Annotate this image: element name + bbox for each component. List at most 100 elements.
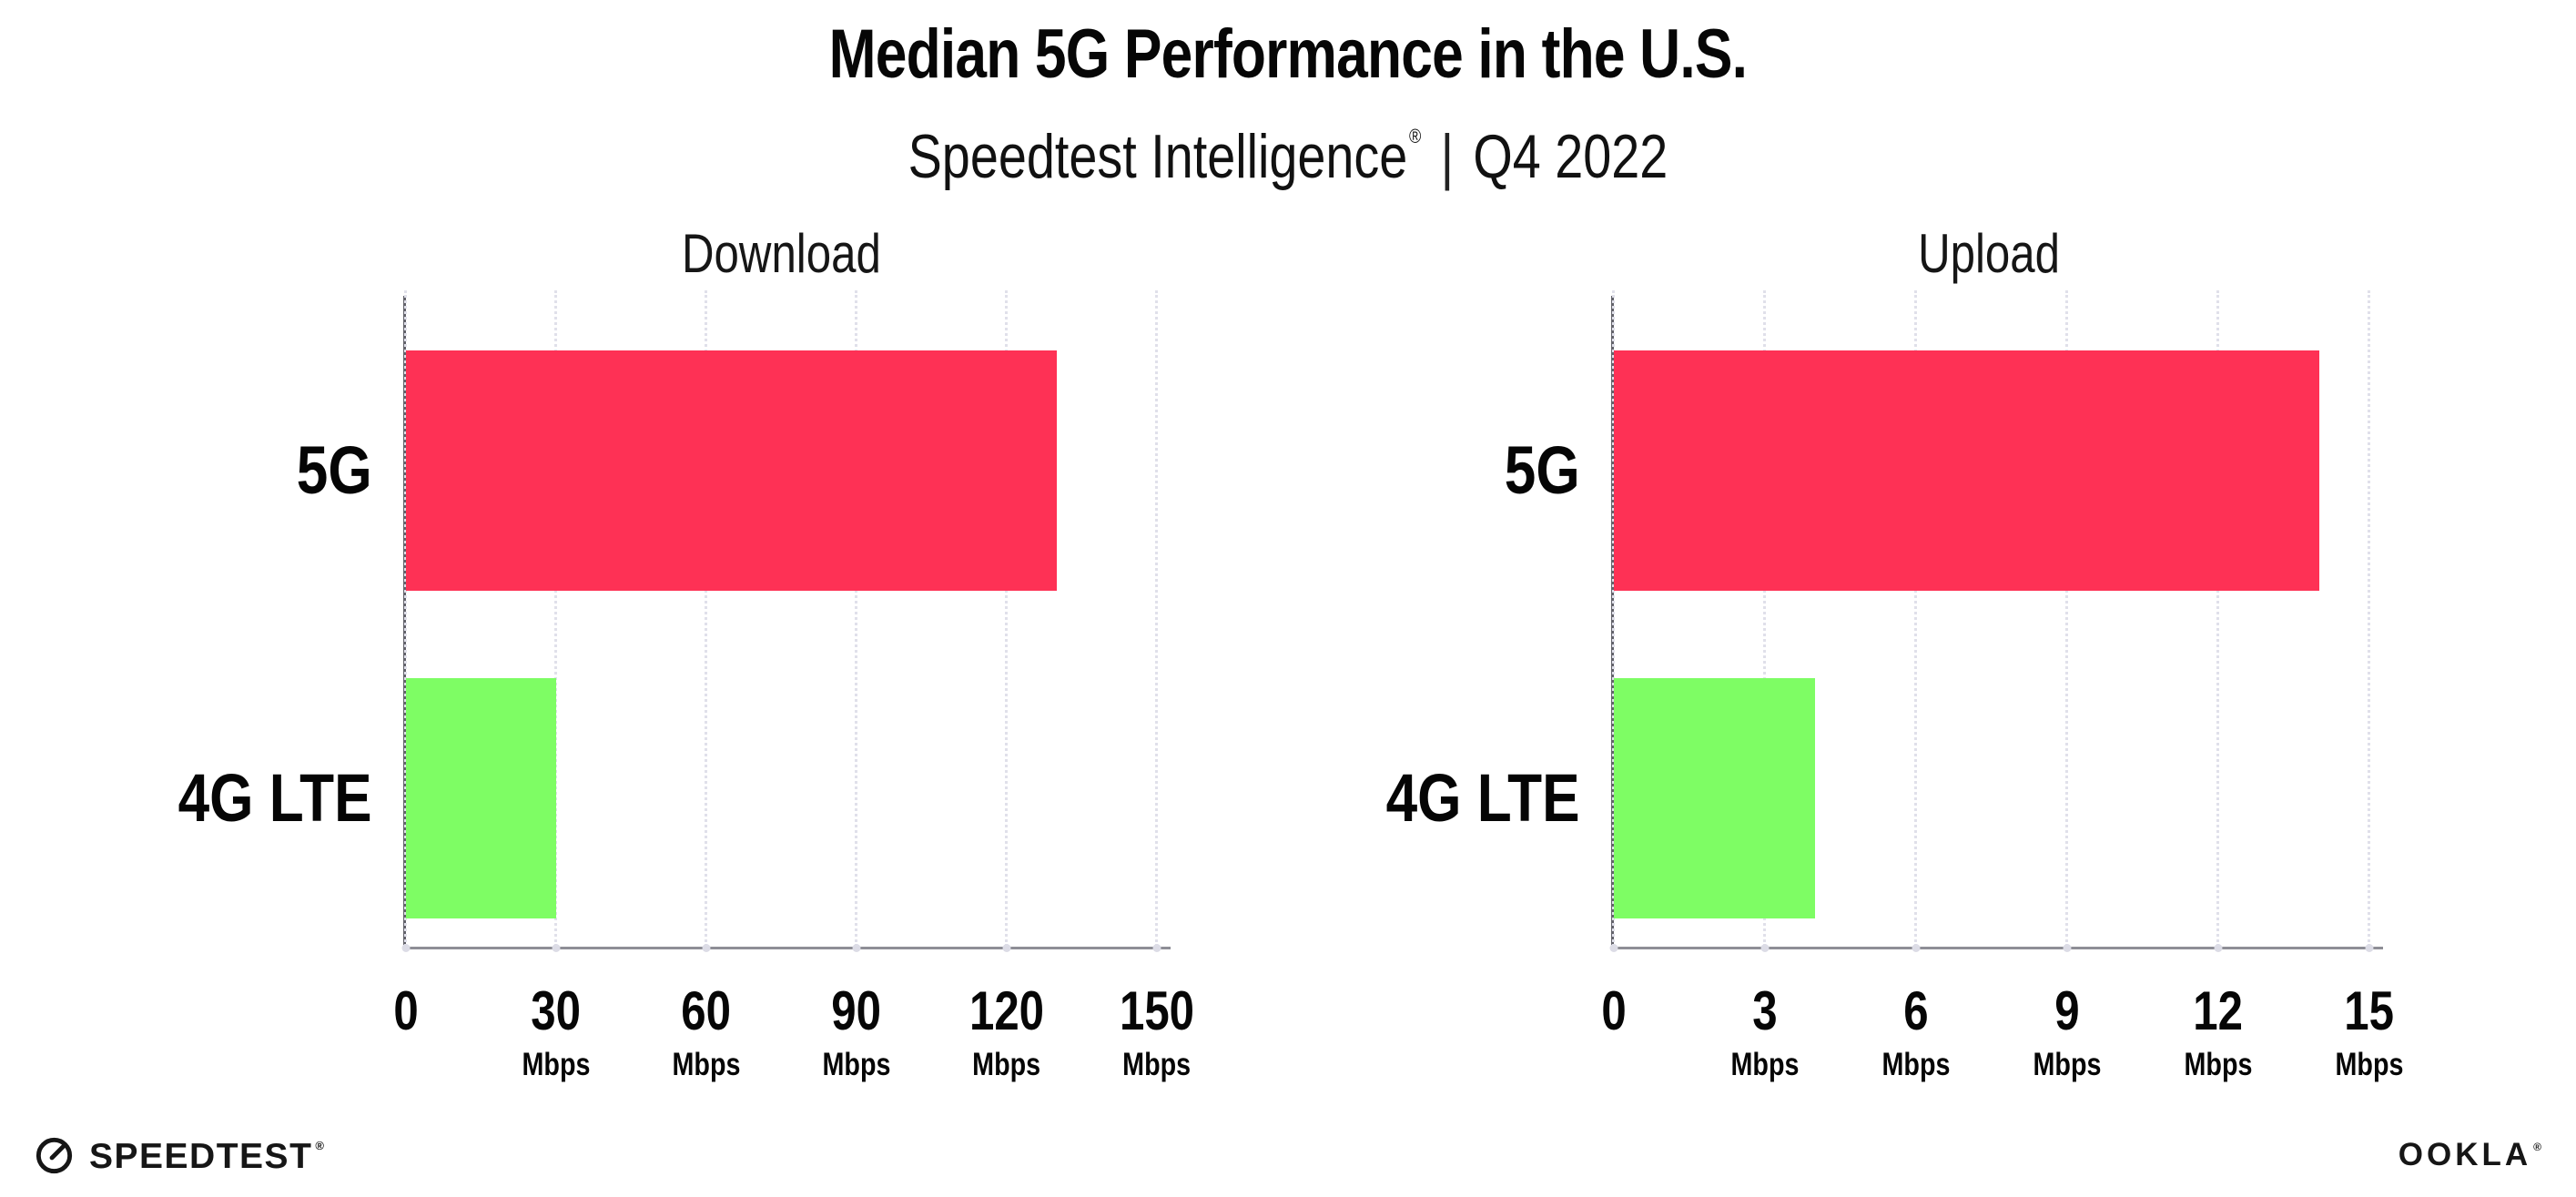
x-tick-unit-text: Mbps <box>522 1047 591 1082</box>
y-label-5g: 5G <box>103 423 372 518</box>
x-tick-unit-text: Mbps <box>2033 1047 2102 1082</box>
gridline-6 <box>1914 290 1917 947</box>
axis-tick-dot-60 <box>702 944 711 952</box>
axis-tick-dot-12 <box>2214 944 2223 952</box>
speedtest-wordmark: SPEEDTEST ® <box>89 1137 326 1176</box>
subtitle-brand: Speedtest Intelligence <box>908 122 1408 191</box>
subtitle-separator: | <box>1440 122 1455 191</box>
gridline-3 <box>1763 290 1766 947</box>
gridline-120 <box>1005 290 1008 947</box>
upload-chart-panel: Upload 0 3 Mbps 6 Mbps 9 Mbps 12 Mbps 15 Mbps 5G 4G… <box>1311 209 2408 1106</box>
x-tick-unit: Mbps <box>815 1049 898 1081</box>
x-tick-value: 0 <box>390 980 421 1041</box>
x-tick-label-90: 90 Mbps <box>815 980 898 1081</box>
x-tick-value: 12 <box>2176 980 2259 1041</box>
x-tick-unit-text: Mbps <box>1730 1047 1800 1082</box>
gridline-12 <box>2216 290 2219 947</box>
axis-tick-dot-6 <box>1912 944 1921 952</box>
x-tick-label-15: 15 Mbps <box>2328 980 2410 1081</box>
x-tick-unit: Mbps <box>2025 1049 2108 1081</box>
x-tick-label-150: 150 Mbps <box>1111 980 1202 1081</box>
download-plot-area: 0 30 Mbps 60 Mbps 90 Mbps 120 Mbps 150 Mbps <box>393 290 1194 1081</box>
axis-tick-dot-150 <box>1152 944 1161 952</box>
bar-4g-lte <box>406 678 556 918</box>
y-label-5g: 5G <box>1311 423 1580 518</box>
x-tick-label-30: 30 Mbps <box>514 980 597 1082</box>
x-tick-unit-text: Mbps <box>672 1047 741 1082</box>
gridline-9 <box>2065 290 2068 947</box>
x-tick-label-6: 6 Mbps <box>1874 980 1957 1081</box>
x-tick-label-3: 3 Mbps <box>1723 980 1806 1082</box>
figure-title-text: Median 5G Performance in the U.S. <box>828 15 1748 93</box>
bar-5g <box>1614 350 2319 591</box>
axis-tick-dot-120 <box>1002 944 1011 952</box>
y-label-text: 5G <box>1505 432 1580 508</box>
axis-tick-dot-30 <box>552 944 561 952</box>
x-tick-value-text: 120 <box>969 980 1045 1041</box>
x-tick-value: 9 <box>2025 980 2108 1041</box>
x-tick-unit-text: Mbps <box>1122 1047 1192 1082</box>
gridline-0 <box>404 290 407 947</box>
speedtest-trademark: ® <box>315 1139 326 1152</box>
y-label-4g-lte: 4G LTE <box>103 751 372 846</box>
x-tick-value-text: 3 <box>1752 980 1778 1041</box>
upload-chart-title: Upload <box>1918 223 2060 284</box>
x-tick-value-text: 60 <box>681 980 732 1041</box>
x-tick-value-text: 30 <box>531 980 582 1041</box>
x-tick-label-12: 12 Mbps <box>2176 980 2259 1081</box>
x-tick-value: 3 <box>1723 980 1806 1041</box>
x-tick-unit: Mbps <box>2328 1049 2410 1081</box>
download-chart-panel: Download 0 30 Mbps 60 Mbps 90 Mbps 120 Mbps 150 Mb… <box>103 209 1200 1106</box>
x-tick-unit: Mbps <box>664 1049 747 1081</box>
axis-tick-dot-0 <box>1609 944 1618 952</box>
x-tick-unit-text: Mbps <box>822 1047 891 1082</box>
x-tick-value-text: 0 <box>1601 980 1627 1041</box>
x-tick-value-text: 150 <box>1119 980 1195 1041</box>
axis-tick-dot-9 <box>2063 944 2072 952</box>
gridline-60 <box>705 290 707 947</box>
y-label-4g-lte: 4G LTE <box>1311 751 1580 846</box>
x-tick-value: 30 <box>514 980 597 1041</box>
x-tick-unit: Mbps <box>1874 1049 1957 1081</box>
x-tick-value: 0 <box>1598 980 1628 1041</box>
x-axis-overhang <box>2369 947 2383 949</box>
axis-tick-dot-3 <box>1760 944 1770 952</box>
x-tick-value-text: 9 <box>2054 980 2080 1041</box>
x-tick-label-9: 9 Mbps <box>2025 980 2108 1081</box>
x-tick-unit-text: Mbps <box>972 1047 1041 1082</box>
ookla-logo: OOKLA ® <box>2399 1137 2545 1173</box>
ookla-wordmark: OOKLA ® <box>2398 1137 2545 1172</box>
x-tick-unit: Mbps <box>961 1049 1052 1081</box>
axis-tick-dot-0 <box>401 944 411 952</box>
x-tick-unit: Mbps <box>2176 1049 2259 1081</box>
subtitle-period: Q4 2022 <box>1473 122 1668 191</box>
x-tick-unit-text: Mbps <box>1881 1047 1951 1082</box>
gridline-90 <box>855 290 857 947</box>
speedtest-logo: SPEEDTEST ® <box>33 1133 325 1181</box>
gridline-15 <box>2368 290 2370 947</box>
axis-tick-dot-90 <box>852 944 861 952</box>
figure-title: Median 5G Performance in the U.S. <box>0 16 2576 93</box>
axis-tick-dot-15 <box>2365 944 2374 952</box>
x-axis-overhang <box>1157 947 1171 949</box>
x-tick-value-text: 0 <box>393 980 419 1041</box>
figure-subtitle: Speedtest Intelligence® | Q4 2022 <box>0 102 2576 191</box>
x-tick-value-text: 12 <box>2193 980 2244 1041</box>
x-tick-value-text: 15 <box>2344 980 2395 1041</box>
bar-4g-lte <box>1614 678 1816 918</box>
x-tick-label-0: 0 <box>1598 980 1628 1041</box>
x-tick-value-text: 90 <box>831 980 882 1041</box>
gridline-0 <box>1612 290 1615 947</box>
y-label-text: 5G <box>297 432 372 508</box>
x-tick-value: 120 <box>961 980 1052 1041</box>
registered-trademark-symbol: ® <box>1408 125 1422 147</box>
x-tick-value: 15 <box>2328 980 2410 1041</box>
y-label-text: 4G LTE <box>1386 760 1580 836</box>
x-tick-label-120: 120 Mbps <box>961 980 1052 1081</box>
x-tick-unit: Mbps <box>1111 1049 1202 1081</box>
x-tick-value-text: 6 <box>1903 980 1929 1041</box>
x-tick-label-60: 60 Mbps <box>664 980 747 1081</box>
speedtest-gauge-icon <box>33 1133 76 1181</box>
x-tick-unit-text: Mbps <box>2184 1047 2253 1082</box>
